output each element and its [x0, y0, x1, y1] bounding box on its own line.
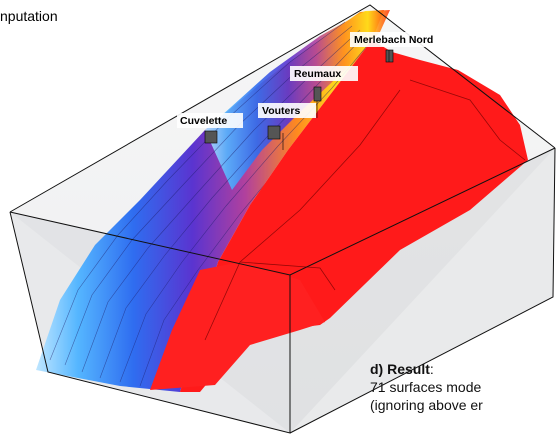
- caption-fragment-top: nputation: [0, 8, 58, 24]
- caption-heading-suffix: :: [429, 361, 434, 377]
- well-reumaux-marker: [313, 86, 322, 118]
- well-label-cuvelette: Cuvelette: [180, 115, 227, 127]
- fault-surface-lower: [150, 262, 325, 390]
- well-label-reumaux: Reumaux: [294, 68, 341, 80]
- well-markers: [204, 49, 394, 150]
- caption-line-1: 71 surfaces mode: [370, 379, 482, 395]
- caption-heading-line: d) Result:: [370, 360, 558, 378]
- well-cuvelette-marker: [204, 130, 218, 144]
- well-merlebach-nord-marker: [385, 49, 394, 63]
- fault-edge-lines: [204, 79, 526, 341]
- box-edges: [9, 4, 556, 434]
- box-right-face: [290, 148, 555, 433]
- caption-heading: d) Result: [370, 361, 430, 377]
- caption-line-2: (ignoring above er: [370, 397, 483, 413]
- well-vouters-marker: [267, 125, 284, 150]
- result-caption: d) Result: 71 surfaces mode (ignoring ab…: [370, 360, 558, 414]
- strata-band-upper: [205, 10, 390, 190]
- well-label-vouters: Vouters: [262, 105, 300, 117]
- well-labels: Merlebach Nord Reumaux Vouters Cuvelette: [177, 32, 460, 128]
- well-label-merlebach-nord: Merlebach Nord: [354, 34, 433, 46]
- fault-surface: [150, 40, 528, 392]
